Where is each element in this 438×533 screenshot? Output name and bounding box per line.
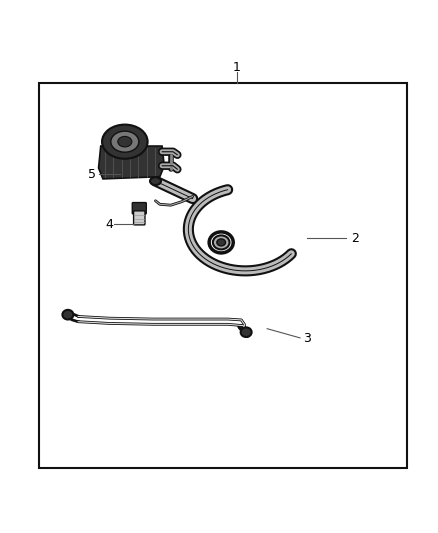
Ellipse shape	[213, 236, 230, 249]
FancyBboxPatch shape	[132, 203, 146, 214]
Ellipse shape	[102, 125, 148, 159]
Polygon shape	[99, 146, 164, 179]
Ellipse shape	[217, 239, 226, 246]
Text: 3: 3	[303, 332, 311, 345]
Ellipse shape	[241, 327, 251, 337]
Bar	[39, 83, 407, 468]
Text: 4: 4	[106, 219, 113, 231]
Text: 1: 1	[233, 61, 240, 74]
Ellipse shape	[111, 131, 139, 152]
Ellipse shape	[150, 177, 161, 185]
Ellipse shape	[118, 136, 132, 147]
Ellipse shape	[62, 310, 73, 319]
Text: 5: 5	[88, 168, 96, 181]
FancyBboxPatch shape	[134, 211, 145, 225]
Text: 2: 2	[351, 231, 359, 245]
